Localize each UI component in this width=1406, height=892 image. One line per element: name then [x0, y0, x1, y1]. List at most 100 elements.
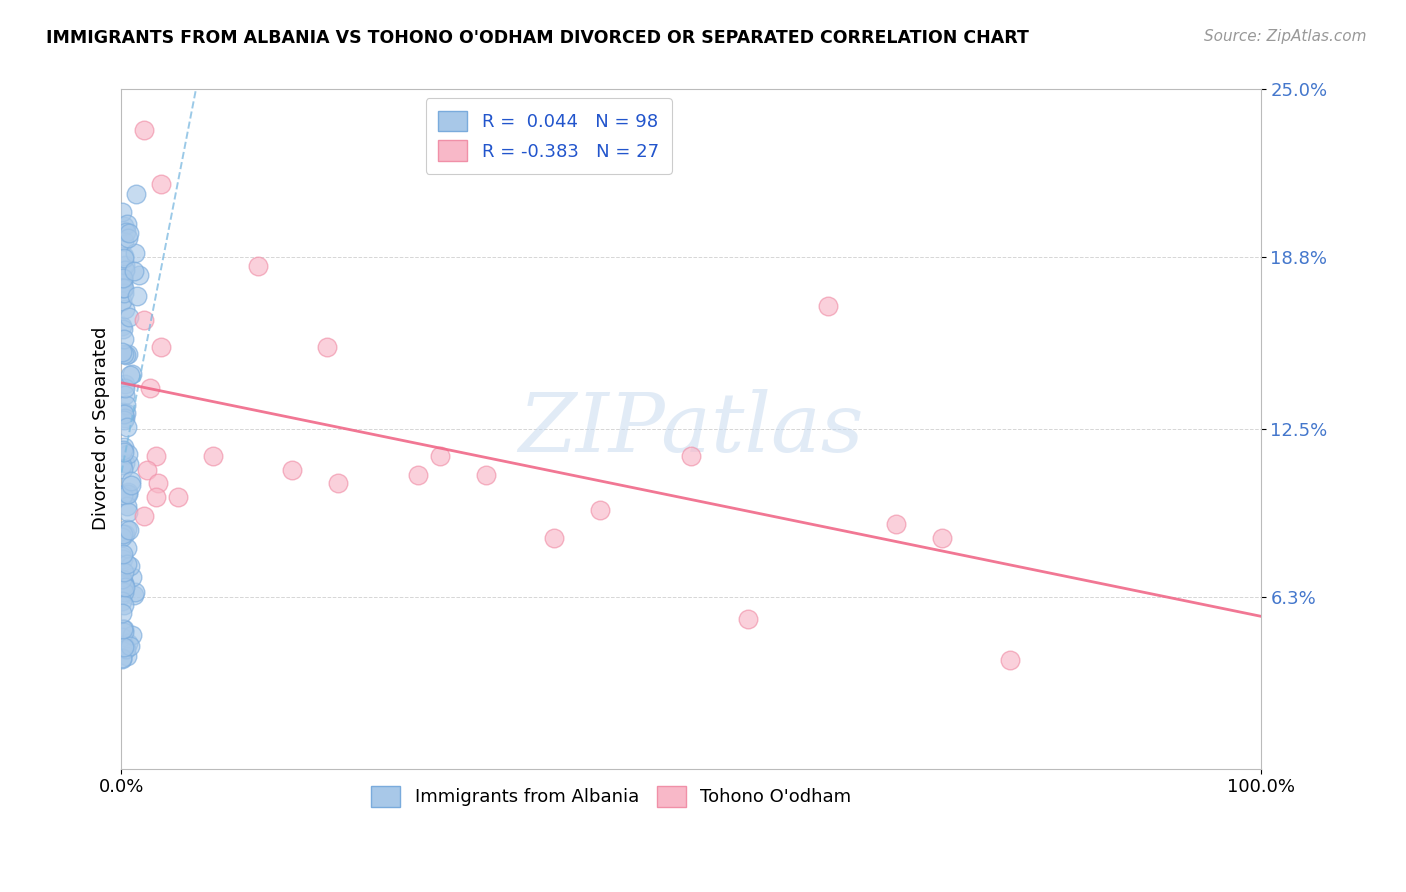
Point	[128, 268, 150, 282]
Point	[111, 551, 134, 566]
Point	[112, 251, 135, 265]
Point	[281, 462, 304, 476]
Point	[124, 246, 146, 260]
Point	[112, 599, 135, 613]
Point	[111, 651, 134, 665]
Point	[145, 490, 167, 504]
Point	[134, 313, 156, 327]
Point	[115, 218, 138, 232]
Point	[118, 457, 141, 471]
Point	[111, 577, 134, 591]
Point	[121, 368, 143, 382]
Point	[112, 235, 135, 249]
Point	[118, 558, 141, 573]
Point	[589, 503, 612, 517]
Point	[111, 458, 134, 473]
Point	[118, 226, 141, 240]
Point	[111, 549, 134, 564]
Point	[120, 474, 142, 488]
Point	[406, 468, 429, 483]
Point	[931, 531, 953, 545]
Point	[124, 187, 146, 202]
Point	[111, 405, 134, 419]
Point	[111, 319, 134, 334]
Point	[117, 447, 139, 461]
Point	[115, 642, 138, 657]
Point	[114, 258, 136, 272]
Point	[475, 468, 498, 483]
Point	[111, 607, 134, 621]
Point	[115, 499, 138, 513]
Point	[737, 612, 759, 626]
Point	[884, 516, 907, 531]
Text: Source: ZipAtlas.com: Source: ZipAtlas.com	[1204, 29, 1367, 45]
Point	[112, 281, 135, 295]
Point	[112, 445, 135, 459]
Point	[543, 531, 565, 545]
Point	[117, 346, 139, 360]
Point	[117, 487, 139, 501]
Point	[111, 651, 134, 665]
Point	[817, 300, 839, 314]
Point	[114, 376, 136, 391]
Point	[429, 449, 451, 463]
Point	[111, 530, 134, 544]
Point	[139, 381, 162, 395]
Point	[112, 285, 135, 300]
Point	[114, 381, 136, 395]
Point	[167, 490, 190, 504]
Point	[118, 368, 141, 383]
Point	[117, 505, 139, 519]
Point	[117, 487, 139, 501]
Point	[121, 627, 143, 641]
Point	[112, 526, 135, 541]
Point	[112, 441, 135, 455]
Point	[122, 588, 145, 602]
Point	[111, 588, 134, 602]
Point	[117, 636, 139, 650]
Point	[112, 578, 135, 592]
Point	[150, 177, 173, 191]
Point	[112, 271, 135, 285]
Point	[115, 420, 138, 434]
Point	[111, 443, 134, 458]
Point	[112, 638, 135, 652]
Legend: Immigrants from Albania, Tohono O'odham: Immigrants from Albania, Tohono O'odham	[364, 779, 859, 814]
Point	[114, 640, 136, 654]
Point	[114, 262, 136, 277]
Point	[112, 249, 135, 263]
Point	[111, 272, 134, 286]
Point	[112, 461, 135, 475]
Point	[112, 576, 135, 591]
Point	[112, 488, 135, 502]
Point	[118, 310, 141, 325]
Point	[111, 593, 134, 607]
Point	[112, 281, 135, 295]
Point	[114, 411, 136, 425]
Point	[112, 624, 135, 639]
Point	[117, 230, 139, 244]
Point	[118, 523, 141, 537]
Point	[134, 122, 156, 136]
Text: ZIPatlas: ZIPatlas	[519, 389, 863, 469]
Point	[112, 585, 135, 599]
Point	[201, 449, 224, 463]
Point	[117, 484, 139, 499]
Point	[114, 225, 136, 239]
Point	[247, 259, 270, 273]
Point	[115, 399, 138, 413]
Point	[124, 585, 146, 599]
Point	[115, 406, 138, 420]
Point	[115, 541, 138, 555]
Point	[125, 288, 148, 302]
Point	[111, 344, 134, 359]
Point	[681, 449, 703, 463]
Point	[112, 322, 135, 336]
Point	[114, 456, 136, 470]
Point	[121, 570, 143, 584]
Y-axis label: Divorced or Separated: Divorced or Separated	[93, 327, 110, 531]
Point	[134, 508, 156, 523]
Point	[112, 622, 135, 636]
Point	[135, 462, 157, 476]
Point	[150, 340, 173, 354]
